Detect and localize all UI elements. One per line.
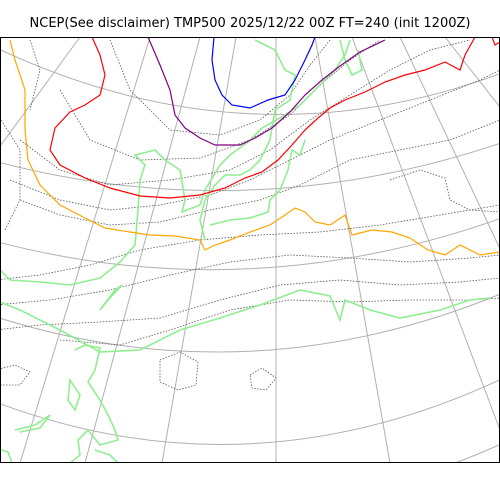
isotherm-dotted [9,69,500,211]
coastline [0,39,351,286]
coastline [199,139,271,241]
isotherm-dotted [109,39,331,136]
meridian-line [444,37,500,109]
coastline [69,344,120,463]
meridian-line [161,37,237,463]
meridian-line [314,37,391,463]
coastline [339,39,363,77]
isotherm-dotted [0,277,500,330]
meridian-line [351,37,500,431]
isotherm-dotted [29,39,41,111]
latitude-circle [453,443,500,463]
latitude-circle [0,217,500,271]
latitude-circle [0,142,500,192]
isotherm-dotted [59,297,500,346]
isotherm-purple [147,37,386,146]
isotherm-dotted [19,119,500,226]
isotherm-dotted [0,117,21,231]
coastline [99,284,123,311]
coastline [254,39,296,141]
isotherm-dotted [59,39,381,161]
meridian-line [84,37,201,463]
meridian-line [0,37,81,148]
map-title: NCEP(See disclaimer) TMP500 2025/12/22 0… [29,16,471,31]
isotherm-orange [9,39,500,256]
isotherm-dotted [249,367,277,391]
isotherm-dotted [0,254,500,305]
meridian-line [399,37,500,250]
isotherm-red [491,37,500,46]
isotherm-red [49,37,476,199]
coastlines [0,39,491,463]
isotherm-dotted [389,169,500,213]
isotherm-dotted [0,364,31,386]
isotherm-dotted [19,39,471,186]
coastline [0,289,491,353]
coastline [209,139,306,226]
coastline [0,448,13,463]
isotherms-minor [0,39,500,391]
latitude-circle [0,49,500,115]
meridian-line [19,37,151,463]
isotherm-dotted [159,351,199,391]
graticule-latitudes [0,49,500,463]
latitude-circle [0,293,500,353]
latitude-circle [0,379,500,445]
isotherm-dotted [0,204,500,280]
coastline [94,449,119,463]
coastline [67,377,81,412]
coastline [14,414,51,433]
map-border [0,37,500,463]
isotherm-blue [211,37,316,109]
graticule-meridians [0,37,500,463]
